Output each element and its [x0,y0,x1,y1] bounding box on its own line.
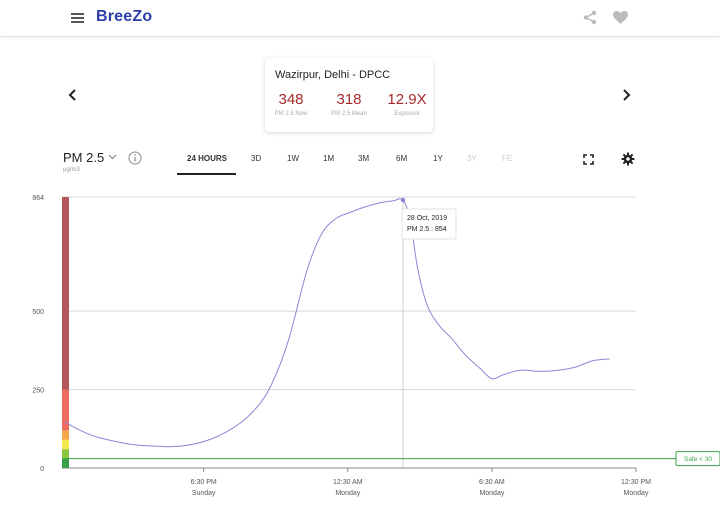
x-tick-day-label: Monday [335,490,360,497]
y-tick-label: 500 [32,309,44,316]
y-tick-label: 250 [32,388,44,395]
aqi-band-segment [62,430,69,440]
active-tab-indicator [177,173,236,175]
next-station-arrow[interactable] [619,87,633,103]
tooltip-reading: PM 2.5 : 854 [407,226,447,233]
parameter-dropdown[interactable]: PM 2.5 [63,150,117,165]
exposure-value: 12.9X [387,91,427,108]
y-tick-label: 864 [32,195,44,202]
range-tab-fe: FE [502,154,513,163]
x-tick-time-label: 12:30 PM [621,479,651,486]
parameter-name: PM 2.5 [63,150,105,165]
app-logo[interactable]: BreeZo [96,8,153,25]
y-tick-label: 0 [40,466,44,473]
x-tick-day-label: Monday [624,490,649,497]
range-tab-1m[interactable]: 1M [323,154,335,163]
range-tab-3d[interactable]: 3D [251,154,262,163]
fullscreen-icon[interactable] [583,154,594,165]
station-card: Wazirpur, Delhi - DPCC 348 PM 2.5 Now 31… [265,58,433,132]
range-tab-3y: 3Y [467,154,477,163]
menu-icon[interactable] [71,13,84,23]
pm25-now-stat: 348 PM 2.5 Now [265,91,317,117]
range-tab-24-hours[interactable]: 24 HOURS [187,154,228,163]
pm25-series-line [64,198,610,448]
tooltip-date: 28 Oct, 2019 [407,215,447,222]
top-app-bar: BreeZo [0,0,720,37]
x-tick-time-label: 6:30 AM [479,479,505,486]
previous-station-arrow[interactable] [66,87,80,103]
range-tab-1y[interactable]: 1Y [433,154,443,163]
pm25-now-label: PM 2.5 Now [274,111,308,117]
safe-limit-badge [675,451,720,467]
x-tick-day-label: Sunday [192,490,216,497]
aqi-band-segment [62,389,69,431]
share-icon[interactable] [583,10,597,25]
range-tab-3m[interactable]: 3M [358,154,370,163]
pm25-line-chart: 0 250 500 864 6:30 PM Sunday 12:30 AM Monday 6:3… [32,195,720,497]
tooltip-box [401,208,457,240]
heart-icon[interactable] [613,11,628,24]
pm25-now-value: 348 [278,91,304,108]
gear-icon[interactable] [621,152,635,166]
aqi-band-segment [62,449,69,459]
x-tick-time-label: 12:30 AM [333,479,363,486]
highlight-point [400,197,406,203]
safe-limit-label: Safe < 30 [684,456,712,463]
pm25-mean-stat: 318 PM 2.5 Mean [323,91,375,117]
aqi-band-segment [62,439,69,450]
range-tab-1w[interactable]: 1W [287,154,299,163]
pm25-mean-label: PM 2.5 Mean [331,111,367,117]
x-tick-day-label: Monday [479,490,504,497]
range-tab-6m[interactable]: 6M [396,154,408,163]
chevron-down-icon [108,154,117,160]
exposure-label: Exposure [394,111,420,117]
exposure-stat: 12.9X Exposure [381,91,433,117]
aqi-band-segment [62,458,69,468]
pm25-mean-value: 318 [336,91,362,108]
info-icon[interactable] [128,151,142,165]
station-name: Wazirpur, Delhi - DPCC [275,69,391,81]
aqi-band-segment [62,197,69,390]
parameter-unit: μg/m3 [63,167,80,173]
x-tick-time-label: 6:30 PM [191,479,217,486]
